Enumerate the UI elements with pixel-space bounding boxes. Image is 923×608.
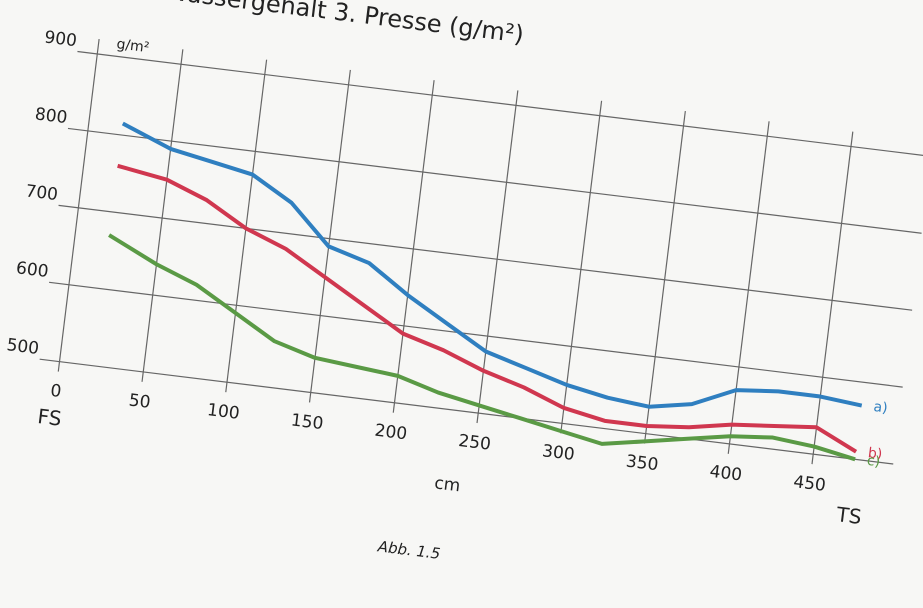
y-tick-label: 600 [15, 258, 50, 282]
fs-label: FS [36, 404, 63, 431]
x-tick-label: 450 [792, 472, 827, 496]
chart: Wassergehalt 3. Presse (g/m²) g/m² cm FS… [0, 0, 923, 608]
x-tick-label: 300 [541, 441, 576, 465]
x-tick-label: 50 [128, 390, 152, 412]
legend-label: a) [873, 399, 889, 417]
legend-label: c) [866, 453, 881, 470]
page: {"chart_data": {"type": "line", "title":… [0, 0, 923, 608]
x-tick-label: 100 [206, 400, 241, 424]
y-tick-label: 900 [43, 27, 78, 51]
x-tick-label: 200 [374, 421, 409, 445]
y-tick-label: 800 [34, 104, 69, 128]
paper [0, 0, 923, 608]
x-tick-label: 400 [708, 462, 743, 486]
y-tick-label: 700 [24, 181, 59, 205]
x-axis-label: cm [433, 473, 461, 496]
x-tick-label: 250 [457, 431, 492, 455]
x-tick-label: 150 [290, 410, 325, 434]
x-tick-label: 350 [625, 452, 660, 476]
ts-label: TS [834, 502, 863, 529]
y-tick-label: 500 [5, 335, 40, 359]
